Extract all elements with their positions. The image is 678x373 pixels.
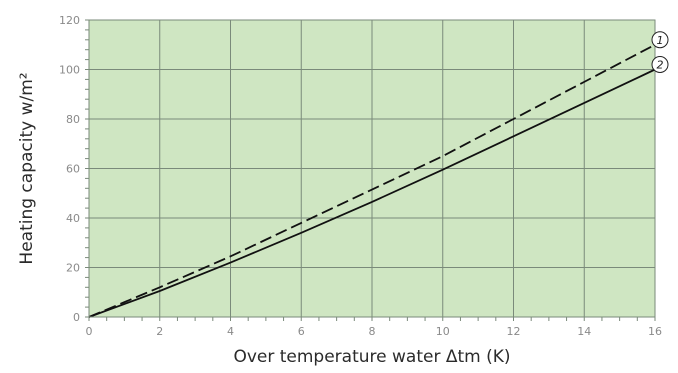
series-lines [88,43,656,318]
x-tick-label: 6 [298,325,305,338]
series-label-2: 2 [651,56,669,73]
y-tick-label: 0 [73,311,80,324]
x-axis-title: Over temperature water Δtm (K) [233,347,510,367]
y-tick-label: 80 [66,113,80,126]
series-label-circle [651,31,669,49]
plot-frame [88,19,656,318]
x-axis-ticks: 0 2 4 6 8 10 12 14 16 [86,325,663,338]
x-tick-label: 12 [507,325,521,338]
x-tick-label: 8 [369,325,376,338]
y-tick-label: 120 [59,14,80,27]
y-axis-ticks: 0 20 40 60 80 100 120 [59,14,80,324]
x-tick-label: 16 [648,325,662,338]
series-line-2 [88,68,656,318]
series-label-circle [651,56,669,73]
x-tick-label: 0 [86,325,93,338]
y-tick-label: 20 [66,262,80,275]
minor-tick-marks [85,19,656,321]
series-line-1 [88,43,656,318]
x-tick-label: 4 [227,325,234,338]
y-tick-label: 60 [66,163,80,176]
y-tick-label: 100 [59,64,80,77]
x-tick-label: 2 [156,325,163,338]
series-labels: 12 [651,31,669,73]
x-tick-label: 14 [577,325,591,338]
series-label-text: 1 [657,34,664,47]
y-axis-title: Heating capacity w/m² [17,72,37,264]
x-tick-label: 10 [436,325,450,338]
series-label-text: 2 [657,59,664,72]
y-tick-label: 40 [66,212,80,225]
series-label-1: 1 [651,31,669,49]
